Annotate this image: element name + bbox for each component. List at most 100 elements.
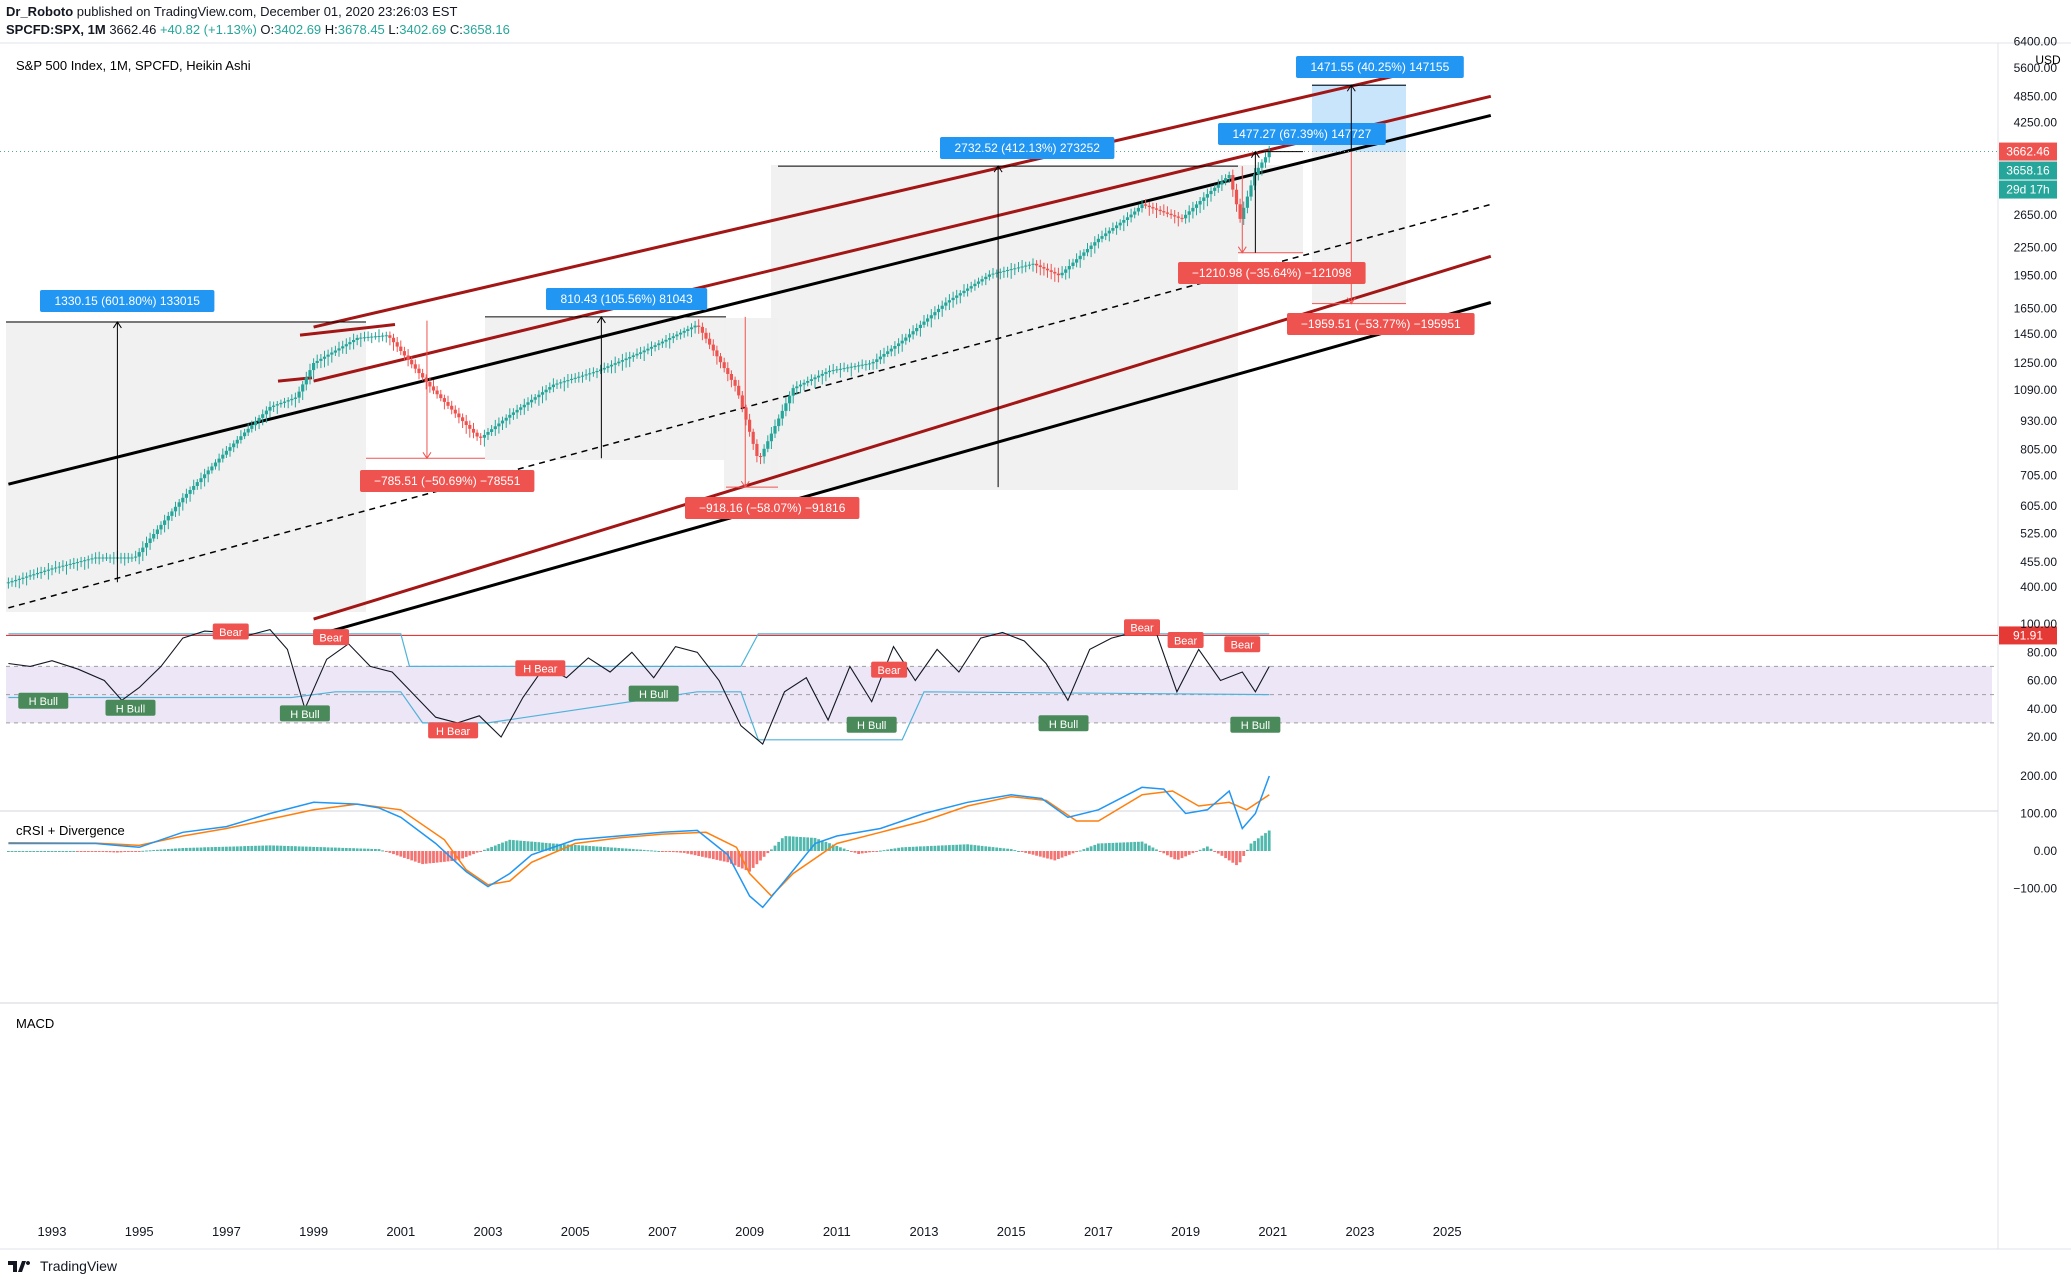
candle-body xyxy=(958,293,962,296)
measure-3[interactable]: −918.16 (−58.07%) −91816 xyxy=(685,316,860,519)
macd-hist-bar xyxy=(334,847,337,851)
candle-body xyxy=(584,374,588,376)
crsi-signal-box xyxy=(1167,631,1204,648)
candle-body xyxy=(72,563,76,564)
candle-body xyxy=(119,557,123,559)
candle-body xyxy=(762,448,766,457)
macd-hist-bar xyxy=(1046,851,1049,859)
macd-hist-bar xyxy=(541,842,544,851)
measure-5[interactable]: −1210.98 (−35.64%) −121098 xyxy=(1178,166,1366,284)
candle-body xyxy=(639,352,643,354)
macd-hist-bar xyxy=(504,841,508,851)
macd-hist-bar xyxy=(690,851,693,855)
macd-hist-bar xyxy=(119,851,123,853)
macd-hist-bar xyxy=(203,847,206,851)
candle-body xyxy=(322,356,327,359)
macd-hist-bar xyxy=(570,844,573,851)
candle-body xyxy=(246,428,250,433)
candle-body xyxy=(751,431,755,444)
price-change: +40.82 (+1.13%) xyxy=(159,22,257,37)
candle-body xyxy=(232,443,236,448)
candle-body xyxy=(243,432,247,437)
macd-hist-bar xyxy=(886,849,890,851)
candle-body xyxy=(290,398,294,401)
measurement-tools[interactable]: 1330.15 (601.80%) 133015 −785.51 (−50.69%… xyxy=(6,56,1475,583)
measure-4[interactable]: 2732.52 (412.13%) 273252 xyxy=(778,137,1238,488)
macd-hist-bar xyxy=(508,839,512,851)
candle-body xyxy=(853,366,857,368)
macd-hist-bar xyxy=(533,841,537,851)
candle-body xyxy=(50,568,54,570)
macd-hist-bar xyxy=(14,851,18,852)
candle-body xyxy=(846,367,850,369)
macd-hist-bar xyxy=(457,851,461,860)
channel-line-0[interactable] xyxy=(313,62,1448,329)
macd-hist-bar xyxy=(802,837,806,851)
measure-7[interactable]: 1471.55 (40.25%) 147155 xyxy=(1296,56,1464,152)
channel-segment-early[interactable] xyxy=(299,323,396,337)
macd-hist-bar xyxy=(272,845,275,851)
measure-label: 1471.55 (40.25%) 147155 xyxy=(1311,60,1450,74)
macd-hist-bar xyxy=(1118,842,1122,851)
candle-body xyxy=(1242,207,1246,219)
macd-hist-bar xyxy=(657,851,661,852)
candle-body xyxy=(664,339,668,342)
candle-body xyxy=(911,331,915,335)
macd-hist-bar xyxy=(39,851,43,852)
macd-hist-bar xyxy=(711,851,715,860)
macd-hist-bar xyxy=(116,851,119,853)
macd-hist-bar xyxy=(490,846,493,851)
candle-body xyxy=(657,343,661,346)
macd-hist-bar xyxy=(464,851,468,857)
tradingview-logo-icon xyxy=(8,1261,31,1272)
macd-hist-bar xyxy=(631,849,635,851)
measure-label-box xyxy=(360,470,535,492)
macd-hist-bar xyxy=(483,849,486,851)
measure-0[interactable]: 1330.15 (601.80%) 133015 xyxy=(6,290,366,583)
price-tick-label: 455.00 xyxy=(2020,555,2057,569)
channel-line-5[interactable] xyxy=(313,301,1492,638)
macd-signal-line xyxy=(8,790,1270,898)
candle-body xyxy=(813,377,817,380)
measure-2[interactable]: 810.43 (105.56%) 81043 xyxy=(485,288,726,459)
symbol-label[interactable]: SPCFD:SPX, 1M xyxy=(6,22,106,37)
price-axis[interactable]: 6400.005600.004850.004250.003300.002650.… xyxy=(1999,35,2057,896)
macd-hist-bar xyxy=(130,851,134,852)
candle-body xyxy=(381,335,385,337)
macd-hist-bar xyxy=(1049,851,1053,860)
macd-hist-bar xyxy=(261,845,265,851)
candle-body xyxy=(635,353,639,356)
measure-8[interactable]: −1959.51 (−53.77%) −195951 xyxy=(1287,151,1475,335)
macd-hist-bar xyxy=(1071,851,1075,854)
candle-body xyxy=(522,404,526,408)
macd-hist-bar xyxy=(926,846,929,851)
candle-body xyxy=(1075,259,1079,263)
measure-1[interactable]: −785.51 (−50.69%) −78551 xyxy=(360,320,535,492)
macd-hist-bar xyxy=(1024,851,1028,853)
footer-brand[interactable]: TradingView xyxy=(8,1258,117,1274)
candle-body xyxy=(493,426,497,430)
candle-body xyxy=(1184,214,1188,219)
author-name[interactable]: Dr_Roboto xyxy=(6,4,74,19)
macd-hist-bar xyxy=(526,841,530,851)
measure-6[interactable]: 1477.27 (67.39%) 147727 xyxy=(1218,123,1386,253)
candle-body xyxy=(104,557,109,559)
candle-body xyxy=(28,575,32,577)
candle-body xyxy=(308,370,312,378)
candle-body xyxy=(1151,207,1155,209)
crsi-signal-box xyxy=(1038,715,1089,732)
macd-hist-bar xyxy=(977,845,980,851)
macd-hist-bar xyxy=(486,848,490,851)
time-axis[interactable]: 1993 1995 1997 1999 2001 2003 2005 2007 2009 2011… xyxy=(38,1224,1462,1239)
macd-hist-bar xyxy=(791,836,795,851)
macd-hist-bar xyxy=(86,851,90,852)
candle-body xyxy=(624,358,628,361)
macd-hist-bar xyxy=(726,851,730,863)
macd-hist-bar xyxy=(275,845,279,851)
macd-hist-bar xyxy=(156,849,159,851)
macd-hist-bar xyxy=(50,851,54,852)
candle-body xyxy=(1176,216,1180,218)
macd-hist-bar xyxy=(682,851,686,853)
range-zone-1 xyxy=(485,318,726,460)
